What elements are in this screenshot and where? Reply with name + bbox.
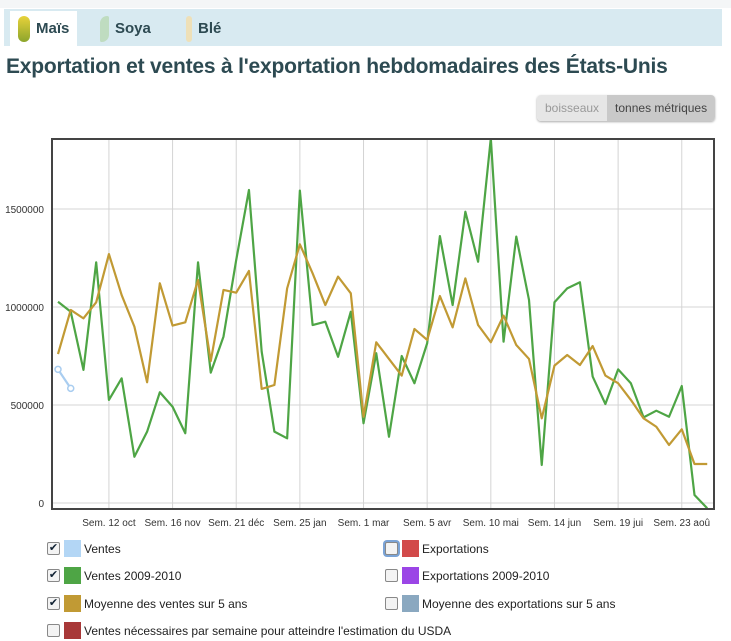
legend-item: Exportations [385, 540, 489, 557]
sales-chart: 0 500000 1000000 1500000 Sem. 12 oct Sem. 16 … [5, 138, 715, 529]
tab-label: Blé [198, 20, 222, 37]
legend-swatch [64, 595, 81, 612]
series-line-ventes-2009-2010 [57, 139, 709, 509]
crop-tabs: Maïs Soya Blé [4, 9, 722, 46]
tab-label: Soya [115, 20, 151, 37]
legend-swatch [64, 567, 81, 584]
tab-mais[interactable]: Maïs [10, 11, 78, 46]
page-title: Exportation et ventes à l'exportation he… [6, 55, 668, 78]
legend-label: Exportations 2009-2010 [422, 568, 550, 583]
legend-item: ✔ Ventes 2009-2010 [47, 567, 181, 584]
tab-label: Maïs [36, 20, 70, 37]
series-checkbox[interactable] [385, 569, 398, 582]
series-line-moyenne-des-ventes-sur-5-ans [56, 243, 708, 466]
corn-icon [18, 15, 30, 42]
tab-ble[interactable]: Blé [186, 11, 221, 46]
series-checkbox[interactable]: ✔ [47, 569, 60, 582]
x-tick-label: Sem. 1 mar [338, 518, 390, 529]
tab-soya[interactable]: Soya [100, 11, 151, 46]
x-tick-label: Sem. 10 mai [463, 518, 519, 529]
units-toggle: boisseaux tonnes métriques [537, 95, 716, 121]
x-tick-label: Sem. 5 avr [403, 518, 452, 529]
y-tick-label: 500000 [11, 401, 45, 412]
soybean-icon [100, 15, 109, 42]
plot-frame [51, 138, 715, 510]
legend-item: ✔ Ventes [47, 540, 121, 557]
units-bushels-button[interactable]: boisseaux [537, 95, 608, 121]
x-tick-label: Sem. 12 oct [82, 518, 136, 529]
legend-item: Ventes nécessaires par semaine pour atte… [47, 622, 451, 639]
x-tick-label: Sem. 23 aoû [653, 518, 710, 529]
y-tick-label: 0 [38, 499, 44, 510]
x-tick-label: Sem. 16 nov [144, 518, 200, 529]
data-point [66, 384, 75, 393]
legend-label: Ventes [84, 541, 121, 556]
legend-label: Ventes nécessaires par semaine pour atte… [84, 623, 452, 638]
x-tick-label: Sem. 21 déc [208, 518, 264, 529]
series-checkbox[interactable] [47, 624, 60, 637]
legend-label: Ventes 2009-2010 [84, 568, 182, 583]
wheat-icon [186, 15, 192, 42]
legend-item: Exportations 2009-2010 [385, 567, 549, 584]
x-tick-label: Sem. 14 jun [528, 518, 581, 529]
data-point [54, 365, 62, 374]
x-tick-label: Sem. 25 jan [273, 518, 326, 529]
y-tick-label: 1000000 [5, 303, 44, 314]
x-tick-label: Sem. 19 jui [593, 518, 643, 529]
series-checkbox[interactable] [385, 542, 398, 555]
legend-label: Moyenne des ventes sur 5 ans [84, 596, 248, 611]
series-checkbox[interactable] [385, 597, 398, 610]
top-strip [0, 0, 731, 8]
series-line-ventes [57, 368, 72, 389]
legend-item: ✔ Moyenne des ventes sur 5 ans [47, 595, 247, 612]
legend-swatch [402, 567, 419, 584]
series-group [54, 139, 709, 509]
legend-swatch [64, 540, 81, 557]
units-tonnes-button[interactable]: tonnes métriques [607, 95, 716, 121]
legend-swatch [402, 595, 419, 612]
legend-label: Exportations [422, 541, 489, 556]
legend-swatch [402, 540, 419, 557]
series-checkbox[interactable]: ✔ [47, 597, 60, 610]
legend-item: Moyenne des exportations sur 5 ans [385, 595, 615, 612]
series-checkbox[interactable]: ✔ [47, 542, 60, 555]
legend-swatch [64, 622, 81, 639]
y-tick-label: 1500000 [5, 205, 44, 216]
legend-label: Moyenne des exportations sur 5 ans [422, 596, 616, 611]
